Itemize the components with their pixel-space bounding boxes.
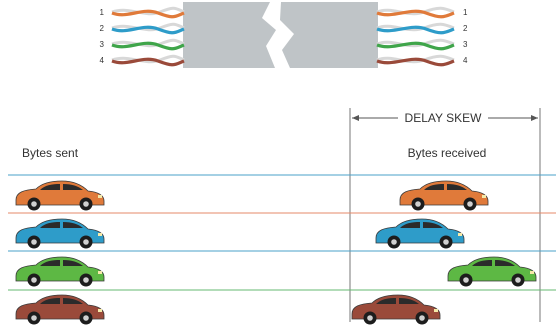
car-icon [351, 294, 441, 325]
wire-strand-colored [111, 57, 185, 67]
delay-skew-label: DELAY SKEW [405, 111, 483, 125]
wire-strand-colored [111, 9, 185, 19]
bytes-received-label: Bytes received [408, 146, 487, 160]
car-icon [15, 218, 105, 249]
wire-strand-colored [111, 41, 185, 51]
wire-strand-colored [111, 25, 185, 35]
cable-body-left [183, 2, 276, 68]
wire-strand-white [111, 6, 185, 16]
wire-strand-colored [376, 57, 455, 67]
car-icon [15, 180, 105, 211]
right-wires [376, 6, 455, 67]
wire-strand-colored [376, 41, 455, 51]
pair-number-right: 1 [463, 8, 468, 17]
car-icon [399, 180, 489, 211]
pair-number-right: 4 [463, 56, 468, 65]
pair-number-left: 3 [100, 40, 105, 49]
wire-strand-colored [376, 9, 455, 19]
right-pair-numbers: 1 2 3 4 [463, 8, 468, 65]
pair-number-right: 3 [463, 40, 468, 49]
pair-number-left: 2 [100, 24, 105, 33]
pair-number-left: 1 [100, 8, 105, 17]
lanes [8, 174, 556, 325]
left-wires [111, 6, 185, 67]
cable-illustration: 1 2 3 4 1 2 3 4 [100, 2, 468, 68]
car-icon [447, 256, 537, 287]
delay-skew-bracket: DELAY SKEW [349, 108, 541, 322]
wire-strand-white [111, 54, 185, 64]
car-icon [375, 218, 465, 249]
pair-number-left: 4 [100, 56, 105, 65]
bytes-sent-label: Bytes sent [22, 146, 79, 160]
left-pair-numbers: 1 2 3 4 [100, 8, 105, 65]
wire-strand-white [111, 38, 185, 48]
wire-strand-white [111, 22, 185, 32]
cable-body-right [280, 2, 378, 68]
wire-strand-colored [376, 25, 455, 35]
car-icon [15, 294, 105, 325]
car-icon [15, 256, 105, 287]
pair-number-right: 2 [463, 24, 468, 33]
